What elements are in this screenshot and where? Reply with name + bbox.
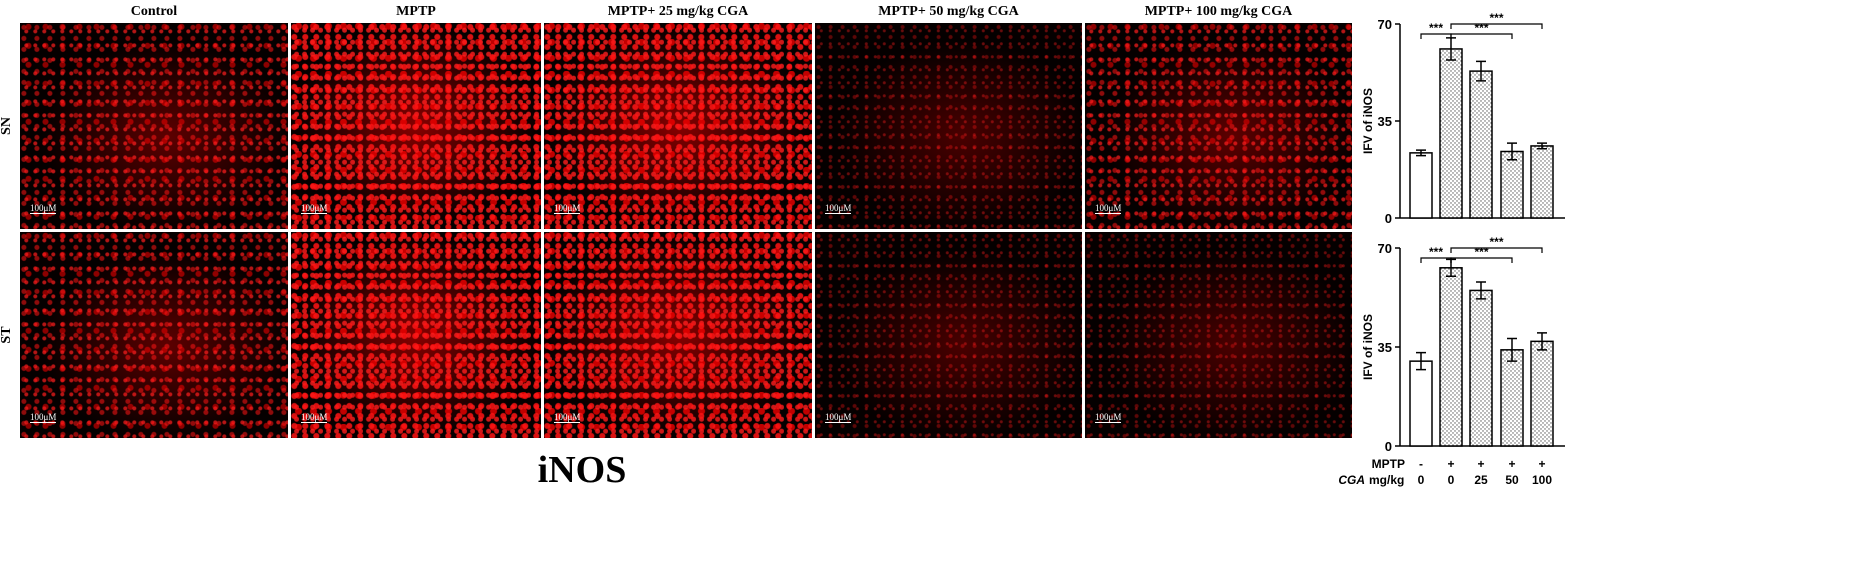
bar: [1530, 340, 1554, 447]
treatment-unit: mg/kg: [1369, 473, 1404, 487]
row-label: ST: [0, 326, 14, 344]
micrograph: [20, 23, 288, 229]
column-title: MPTP+ 100 mg/kg CGA: [1145, 4, 1293, 19]
treatment-label: MPTP: [1372, 457, 1405, 471]
significance-label: ***: [1474, 21, 1488, 35]
micrograph: [815, 23, 1082, 229]
micrograph: [1085, 23, 1352, 229]
y-tick-label: 35: [1378, 340, 1392, 355]
column-title: Control: [131, 4, 178, 19]
micrograph: [1085, 232, 1352, 438]
micrograph: [20, 232, 288, 438]
micrograph: [291, 23, 541, 229]
y-tick-label: 0: [1385, 439, 1392, 454]
error-bar: [1416, 351, 1426, 371]
scale-bar: 100μM: [1095, 412, 1122, 423]
scale-bar: 100μM: [1095, 203, 1122, 214]
scale-bar: 100μM: [301, 203, 328, 214]
significance-label: ***: [1489, 11, 1503, 25]
treatment-label: CGA: [1338, 473, 1365, 487]
treatment-value: 0: [1418, 473, 1425, 487]
error-bar: [1507, 142, 1517, 161]
bar: [1530, 145, 1554, 219]
column-title: MPTP+ 25 mg/kg CGA: [608, 4, 749, 19]
y-axis-label: IFV of iNOS: [1361, 314, 1375, 380]
micrograph: [815, 232, 1082, 438]
bar: [1439, 267, 1463, 447]
y-tick-label: 70: [1378, 17, 1392, 32]
scale-bar: 100μM: [554, 412, 581, 423]
treatment-value: -: [1419, 457, 1423, 471]
significance-bracket: [1450, 23, 1543, 29]
bar: [1439, 48, 1463, 219]
treatment-value: +: [1477, 457, 1484, 471]
error-bar: [1476, 60, 1486, 82]
error-bar: [1416, 149, 1426, 157]
treatment-value: 0: [1448, 473, 1455, 487]
figure-title: iNOS: [538, 449, 627, 491]
bar: [1500, 349, 1524, 447]
significance-bracket: [1450, 33, 1513, 39]
micrograph: [291, 232, 541, 438]
bar: [1409, 152, 1433, 219]
scale-bar: 100μM: [825, 412, 852, 423]
scale-bar: 100μM: [825, 203, 852, 214]
error-bar: [1476, 281, 1486, 300]
scale-bar: 100μM: [301, 412, 328, 423]
error-bar: [1507, 337, 1517, 362]
treatment-value: +: [1538, 457, 1545, 471]
y-axis-label: IFV of iNOS: [1361, 88, 1375, 154]
y-tick-label: 0: [1385, 211, 1392, 226]
bar: [1500, 150, 1524, 219]
error-bar: [1537, 142, 1547, 150]
significance-label: ***: [1489, 235, 1503, 249]
bar: [1469, 289, 1493, 447]
significance-label: ***: [1429, 21, 1443, 35]
scale-bar: 100μM: [30, 203, 57, 214]
scale-bar: 100μM: [30, 412, 57, 423]
micrograph: [544, 232, 812, 438]
significance-bracket: [1450, 247, 1543, 253]
treatment-value: 25: [1474, 473, 1488, 487]
error-bar: [1537, 332, 1547, 351]
column-title: MPTP: [396, 4, 436, 19]
treatment-value: 50: [1505, 473, 1519, 487]
bar: [1409, 360, 1433, 447]
micrograph: [544, 23, 812, 229]
treatment-value: +: [1508, 457, 1515, 471]
y-tick-label: 70: [1378, 241, 1392, 256]
bar: [1469, 70, 1493, 219]
significance-label: ***: [1429, 245, 1443, 259]
significance-bracket: [1450, 257, 1513, 263]
treatment-value: +: [1447, 457, 1454, 471]
column-title: MPTP+ 50 mg/kg CGA: [878, 4, 1019, 19]
scale-bar: 100μM: [554, 203, 581, 214]
row-label: SN: [0, 117, 14, 135]
significance-label: ***: [1474, 245, 1488, 259]
y-tick-label: 35: [1378, 114, 1392, 129]
treatment-value: 100: [1532, 473, 1552, 487]
